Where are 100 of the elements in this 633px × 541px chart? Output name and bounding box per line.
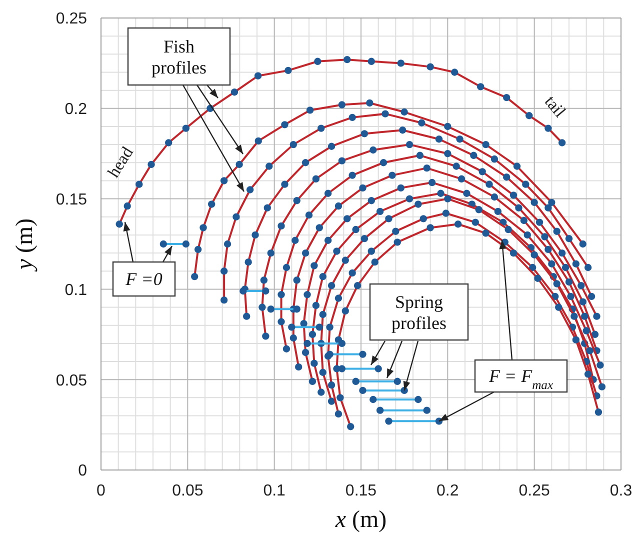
point [418, 119, 426, 126]
point [160, 240, 167, 248]
point [510, 192, 518, 199]
point [324, 190, 332, 197]
point [124, 202, 131, 210]
point [304, 291, 311, 298]
point [444, 150, 452, 158]
point [376, 406, 384, 414]
point [397, 60, 404, 67]
point [423, 164, 430, 172]
point [558, 139, 566, 146]
point [220, 177, 228, 184]
point [319, 368, 326, 376]
point [347, 423, 354, 430]
point [579, 240, 586, 248]
y-tick-label: 0.05 [56, 372, 88, 390]
point [230, 88, 238, 96]
point [352, 226, 360, 234]
point [400, 108, 408, 116]
point [319, 272, 326, 280]
y-tick-label: 0 [78, 462, 88, 480]
point [258, 304, 266, 311]
point [463, 190, 470, 197]
point [342, 256, 349, 264]
point [534, 274, 542, 282]
point [565, 278, 573, 286]
point [302, 249, 310, 257]
point [266, 162, 273, 170]
point [194, 246, 202, 254]
point [548, 260, 556, 268]
point [570, 312, 578, 320]
point [394, 378, 401, 386]
point [486, 180, 493, 188]
point [262, 332, 270, 340]
point [352, 378, 360, 386]
point [475, 206, 482, 214]
point [504, 226, 512, 234]
point [414, 396, 422, 404]
point [399, 126, 406, 134]
point [338, 101, 346, 108]
point [515, 204, 522, 212]
point [572, 260, 580, 268]
y-axis-title: y (m) [12, 218, 38, 272]
point [458, 175, 466, 183]
point [310, 262, 318, 270]
point [338, 365, 346, 372]
point [200, 224, 207, 232]
point [267, 249, 274, 257]
x-tick-label: 0.15 [345, 482, 377, 500]
point [478, 168, 486, 176]
point [394, 238, 401, 246]
point [385, 215, 392, 222]
point [305, 211, 313, 219]
point [334, 410, 342, 418]
point [578, 282, 585, 290]
point [477, 83, 484, 90]
x-tick-label: 0.3 [610, 482, 632, 500]
y-tick-label: 0.2 [64, 101, 88, 118]
point [360, 234, 368, 242]
point [428, 178, 436, 186]
point [359, 184, 366, 192]
point [360, 130, 368, 138]
point [308, 330, 316, 338]
point [281, 180, 288, 188]
point [316, 224, 323, 232]
point [232, 213, 240, 220]
point [290, 334, 297, 342]
point [224, 240, 232, 248]
point [208, 200, 216, 208]
point [260, 276, 268, 284]
point [553, 228, 560, 235]
point [326, 324, 334, 331]
point [306, 106, 314, 114]
point [368, 248, 375, 255]
point [278, 291, 285, 298]
point [318, 388, 325, 396]
point [456, 136, 464, 143]
point [359, 386, 366, 394]
point [252, 231, 259, 239]
point [293, 276, 300, 284]
point [593, 312, 600, 320]
point [182, 240, 190, 248]
point [314, 58, 322, 65]
x-axis-title: x (m) [334, 507, 387, 533]
point [310, 360, 318, 367]
point [371, 258, 378, 266]
point [302, 159, 310, 166]
point [336, 394, 344, 402]
x-tick-label: 0.05 [172, 482, 204, 500]
point [406, 140, 414, 148]
point [437, 190, 444, 197]
point [282, 345, 290, 352]
point [338, 157, 346, 164]
point [558, 249, 566, 257]
annotation: F = F$_{max}$ [488, 366, 554, 392]
point [338, 340, 346, 348]
point [565, 234, 573, 242]
point [510, 249, 518, 257]
point [380, 159, 388, 166]
point [328, 282, 336, 290]
